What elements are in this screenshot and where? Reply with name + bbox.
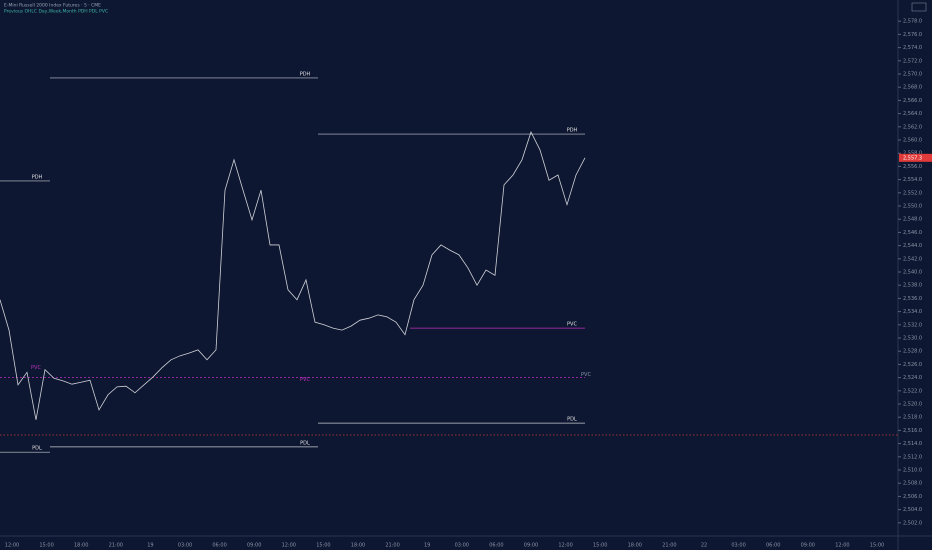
x-tick-label: 18:00	[74, 543, 88, 549]
x-tick-label: 12:00	[5, 543, 19, 549]
x-tick-label: 19	[147, 543, 153, 549]
x-tick-label: 15:00	[39, 543, 53, 549]
y-tick-label: 2,568.0	[903, 85, 922, 91]
last-price-label: 2,557.3	[903, 155, 922, 161]
x-tick-label: 06:00	[766, 543, 780, 549]
x-tick-label: 09:00	[801, 543, 815, 549]
y-tick-label: 2,506.0	[903, 494, 922, 500]
level-label: PVC	[300, 377, 310, 383]
x-tick-label: 09:00	[524, 543, 538, 549]
y-tick-label: 2,502.0	[903, 520, 922, 526]
x-tick-label: 09:00	[247, 543, 261, 549]
y-tick-label: 2,566.0	[903, 98, 922, 104]
indicator-title: Previous OHLC Day,Week,Month PDH PDL PVC	[4, 9, 108, 15]
x-tick-label: 18:00	[628, 543, 642, 549]
y-tick-label: 2,522.0	[903, 388, 922, 394]
y-tick-label: 2,518.0	[903, 415, 922, 421]
y-tick-label: 2,526.0	[903, 362, 922, 368]
level-label: PDL	[300, 440, 310, 446]
y-tick-label: 2,540.0	[903, 270, 922, 276]
y-tick-label: 2,524.0	[903, 375, 922, 381]
y-tick-label: 2,576.0	[903, 32, 922, 38]
y-tick-label: 2,570.0	[903, 72, 922, 78]
x-tick-label: 19	[424, 543, 430, 549]
level-label: PDH	[32, 174, 43, 180]
y-tick-label: 2,552.0	[903, 190, 922, 196]
y-tick-label: 2,548.0	[903, 217, 922, 223]
y-tick-label: 2,514.0	[903, 441, 922, 447]
x-tick-label: 21:00	[109, 543, 123, 549]
x-tick-label: 15:00	[870, 543, 884, 549]
level-label: PDL	[32, 446, 42, 452]
x-tick-label: 15:00	[593, 543, 607, 549]
y-tick-label: 2,574.0	[903, 45, 922, 51]
x-tick-label: 15:00	[316, 543, 330, 549]
y-tick-label: 2,504.0	[903, 507, 922, 513]
price-line	[0, 131, 586, 420]
settings-button[interactable]	[911, 2, 927, 12]
x-tick-label: 03:00	[455, 543, 469, 549]
y-tick-label: 2,562.0	[903, 124, 922, 130]
level-label: PVC	[581, 372, 591, 378]
level-label: PDH	[300, 71, 311, 77]
y-tick-label: 2,560.0	[903, 138, 922, 144]
level-label: PVC	[31, 365, 41, 371]
y-tick-label: 2,528.0	[903, 349, 922, 355]
x-tick-label: 12:00	[282, 543, 296, 549]
y-tick-label: 2,510.0	[903, 468, 922, 474]
y-tick-label: 2,542.0	[903, 256, 922, 262]
y-tick-label: 2,556.0	[903, 164, 922, 170]
x-tick-label: 03:00	[731, 543, 745, 549]
y-tick-label: 2,578.0	[903, 19, 922, 25]
y-tick-label: 2,516.0	[903, 428, 922, 434]
y-tick-label: 2,550.0	[903, 204, 922, 210]
x-tick-label: 21:00	[662, 543, 676, 549]
level-label: PDL	[567, 417, 577, 423]
x-tick-label: 03:00	[178, 543, 192, 549]
level-label: PVC	[567, 322, 577, 328]
chart-title: E-Mini Russell 2000 Index Futures · 5 · …	[4, 3, 101, 9]
y-tick-label: 2,546.0	[903, 230, 922, 236]
x-tick-label: 21:00	[385, 543, 399, 549]
last-price-box	[899, 153, 932, 162]
y-tick-label: 2,512.0	[903, 454, 922, 460]
y-tick-label: 2,534.0	[903, 309, 922, 315]
y-tick-label: 2,508.0	[903, 481, 922, 487]
y-tick-label: 2,564.0	[903, 111, 922, 117]
y-tick-label: 2,520.0	[903, 402, 922, 408]
y-tick-label: 2,558.0	[903, 151, 922, 157]
x-tick-label: 12:00	[835, 543, 849, 549]
x-tick-label: 12:00	[558, 543, 572, 549]
x-tick-label: 18:00	[351, 543, 365, 549]
y-tick-label: 2,554.0	[903, 177, 922, 183]
x-tick-label: 22	[701, 543, 707, 549]
y-tick-label: 2,536.0	[903, 296, 922, 302]
y-tick-label: 2,572.0	[903, 58, 922, 64]
y-tick-label: 2,544.0	[903, 243, 922, 249]
level-label: PDH	[567, 128, 578, 134]
y-tick-label: 2,530.0	[903, 336, 922, 342]
x-tick-label: 06:00	[212, 543, 226, 549]
y-tick-label: 2,538.0	[903, 283, 922, 289]
x-tick-label: 06:00	[489, 543, 503, 549]
y-tick-label: 2,532.0	[903, 322, 922, 328]
